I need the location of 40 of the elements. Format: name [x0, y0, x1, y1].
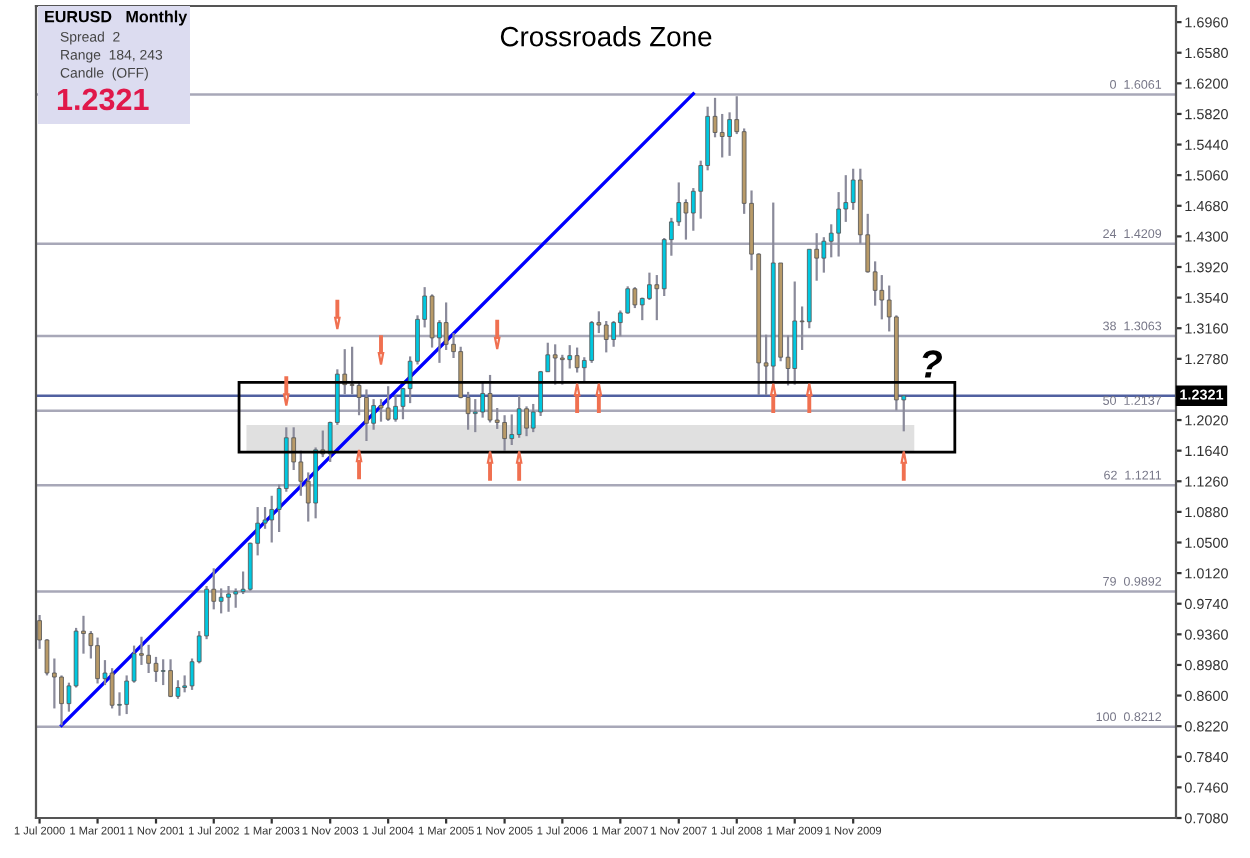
candlestick: [95, 636, 100, 685]
candlestick: [727, 111, 732, 157]
candlestick: [393, 393, 398, 423]
candlestick: [603, 319, 609, 354]
candlestick: [218, 587, 224, 615]
candlestick: [480, 381, 485, 419]
candlestick: [719, 112, 725, 159]
candlestick: [552, 343, 558, 386]
candlestick: [632, 286, 638, 310]
candlestick: [836, 190, 841, 258]
candlestick: [269, 494, 275, 544]
candlestick: [371, 398, 376, 431]
annotation: 1.2321: [57, 88, 149, 111]
candlestick: [524, 405, 529, 438]
annotation: ?: [922, 350, 942, 378]
candlestick: [567, 344, 573, 370]
candlestick: [625, 285, 631, 315]
candlestick: [385, 385, 391, 422]
candlestick: [516, 394, 522, 439]
candlestick: [502, 414, 507, 452]
candlestick: [146, 643, 151, 675]
candlestick: [509, 413, 515, 447]
candlestick: [109, 667, 115, 710]
candlestick: [472, 398, 478, 434]
candlestick: [792, 280, 798, 386]
candlestick: [574, 346, 580, 374]
candlestick: [487, 373, 493, 424]
candlestick: [364, 388, 369, 443]
candlestick: [59, 674, 64, 727]
annotation: EURUSD Monthly: [45, 10, 188, 26]
candlestick: [611, 319, 616, 348]
candlestick: [168, 658, 173, 699]
candlestick: [821, 236, 827, 274]
candlestick: [226, 584, 231, 613]
text: Crossroads Zone: [500, 26, 712, 47]
candlestick: [647, 271, 652, 302]
candlestick: [233, 587, 239, 609]
candlestick: [683, 198, 689, 241]
candlestick: [589, 319, 595, 364]
candlestick: [560, 353, 565, 386]
